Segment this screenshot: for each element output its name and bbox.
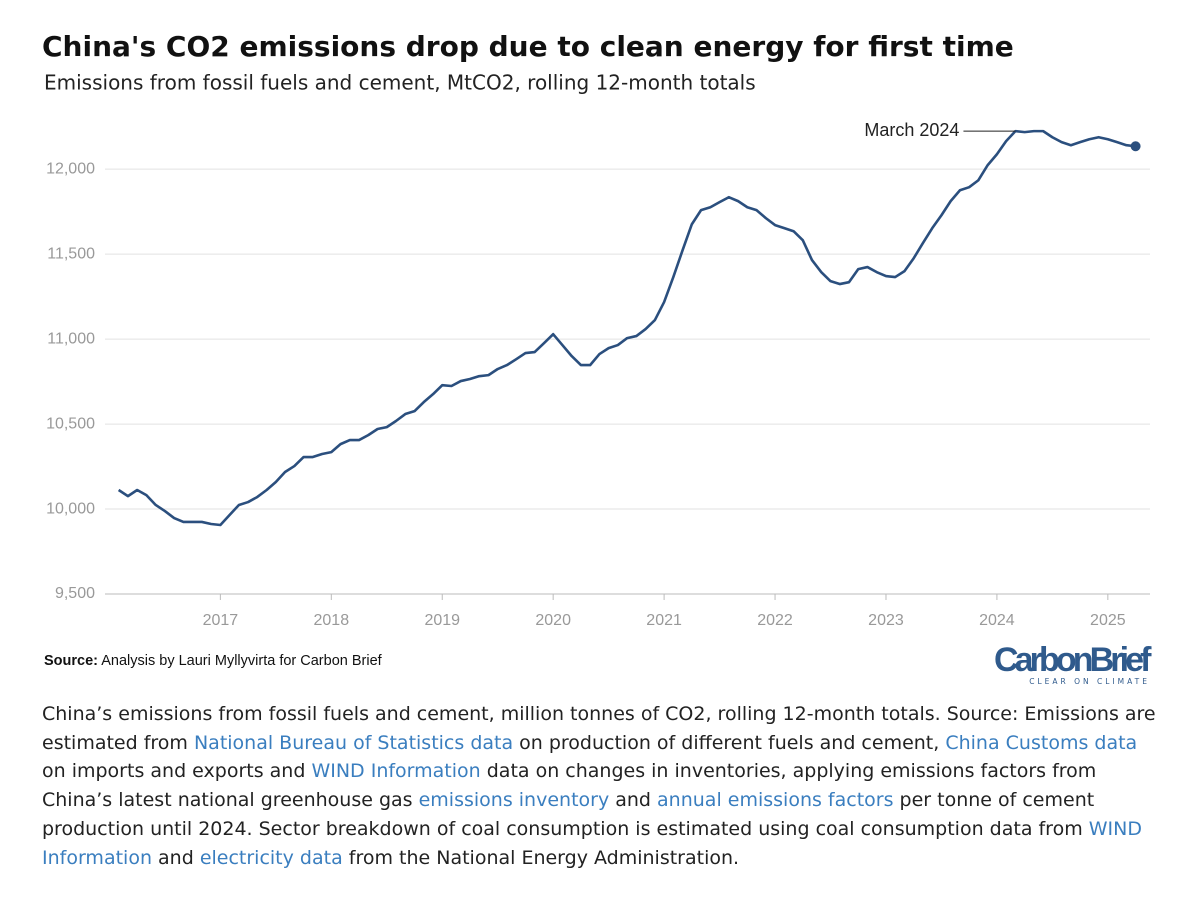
end-marker (1130, 141, 1141, 152)
caption-text: China’s emissions from fossil fuels and … (42, 703, 1156, 754)
x-tick-label: 2023 (868, 612, 904, 629)
y-tick-label: 10,000 (46, 500, 95, 517)
caption-text: and (609, 789, 658, 812)
chart-title: China's CO2 emissions drop due to clean … (42, 30, 1014, 63)
x-tick-label: 2017 (203, 612, 239, 629)
data-line (117, 129, 1136, 527)
logo-tagline: CLEAR ON CLIMATE (1029, 677, 1150, 686)
logo: CarbonBrief (994, 641, 1152, 679)
y-tick-label: 9,500 (55, 585, 95, 602)
source-text: Analysis by Lauri Myllyvirta for Carbon … (101, 653, 382, 669)
chart-subtitle: Emissions from fossil fuels and cement, … (44, 71, 756, 95)
caption-link[interactable]: electricity data (199, 846, 343, 869)
x-tick-label: 2020 (535, 612, 571, 629)
source: Source: Analysis by Lauri Myllyvirta for… (44, 653, 383, 669)
y-tick-label: 11,000 (47, 330, 95, 347)
x-tick-label: 2021 (646, 612, 682, 629)
x-tick-label: 2025 (1090, 612, 1126, 629)
y-tick-label: 12,000 (46, 160, 95, 177)
x-tick-label: 2018 (314, 612, 350, 629)
caption-link[interactable]: emissions inventory (418, 789, 610, 812)
caption-link[interactable]: China Customs data (945, 731, 1138, 754)
caption-text: per tonne of cement production until 202… (42, 789, 1095, 840)
x-tick-label: 2024 (979, 612, 1015, 629)
y-tick-label: 11,500 (47, 245, 95, 262)
caption-link[interactable]: annual emissions factors (657, 789, 894, 812)
y-tick-label: 10,500 (46, 415, 95, 432)
caption-text: data on changes in inventories, applying… (42, 760, 1097, 812)
caption-link[interactable]: WIND Information (42, 817, 1142, 869)
caption-text: on imports and exports and (42, 760, 312, 783)
chart: China's CO2 emissions drop due to clean … (42, 30, 1154, 686)
source-label: Source: (44, 653, 98, 669)
caption-text: from the National Energy Administration. (342, 846, 740, 869)
x-tick-label: 2022 (757, 612, 793, 629)
caption-link[interactable]: National Bureau of Statistics data (193, 731, 514, 754)
annotation: March 2024 (864, 120, 959, 140)
caption: China’s emissions from fossil fuels and … (42, 700, 1162, 872)
x-tick-label: 2019 (424, 612, 460, 629)
caption-link[interactable]: WIND Information (311, 760, 481, 783)
caption-text: and (151, 846, 200, 869)
caption-text: on production of different fuels and cem… (513, 731, 946, 754)
